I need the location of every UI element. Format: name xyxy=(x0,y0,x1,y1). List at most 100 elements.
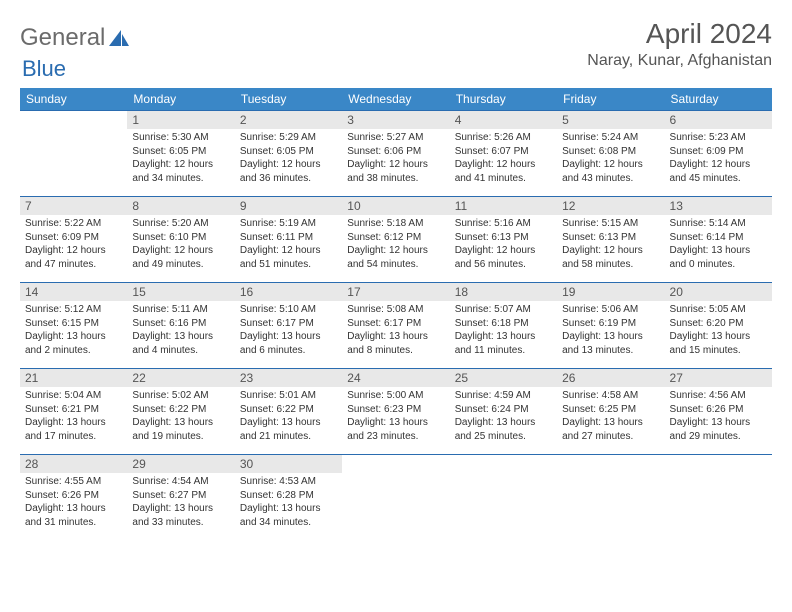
day-cell: 9Sunrise: 5:19 AMSunset: 6:11 PMDaylight… xyxy=(235,197,342,283)
day-cell: 14Sunrise: 5:12 AMSunset: 6:15 PMDayligh… xyxy=(20,283,127,369)
day-header: Sunday xyxy=(20,88,127,111)
logo-text-blue: Blue xyxy=(22,56,66,81)
day-number: 6 xyxy=(665,111,772,129)
day-details: Sunrise: 5:05 AMSunset: 6:20 PMDaylight:… xyxy=(665,301,772,359)
day-number: 11 xyxy=(450,197,557,215)
day-cell: 3Sunrise: 5:27 AMSunset: 6:06 PMDaylight… xyxy=(342,111,449,197)
day-details: Sunrise: 4:59 AMSunset: 6:24 PMDaylight:… xyxy=(450,387,557,445)
week-row: 1Sunrise: 5:30 AMSunset: 6:05 PMDaylight… xyxy=(20,111,772,197)
day-details: Sunrise: 5:18 AMSunset: 6:12 PMDaylight:… xyxy=(342,215,449,273)
day-number: 8 xyxy=(127,197,234,215)
day-details: Sunrise: 5:16 AMSunset: 6:13 PMDaylight:… xyxy=(450,215,557,273)
day-cell: 25Sunrise: 4:59 AMSunset: 6:24 PMDayligh… xyxy=(450,369,557,455)
day-details: Sunrise: 5:12 AMSunset: 6:15 PMDaylight:… xyxy=(20,301,127,359)
day-details: Sunrise: 5:27 AMSunset: 6:06 PMDaylight:… xyxy=(342,129,449,187)
day-number: 14 xyxy=(20,283,127,301)
day-details: Sunrise: 5:04 AMSunset: 6:21 PMDaylight:… xyxy=(20,387,127,445)
day-cell: 4Sunrise: 5:26 AMSunset: 6:07 PMDaylight… xyxy=(450,111,557,197)
day-cell: 10Sunrise: 5:18 AMSunset: 6:12 PMDayligh… xyxy=(342,197,449,283)
day-header: Monday xyxy=(127,88,234,111)
week-row: 28Sunrise: 4:55 AMSunset: 6:26 PMDayligh… xyxy=(20,455,772,541)
day-number: 26 xyxy=(557,369,664,387)
logo-text-general: General xyxy=(20,24,105,52)
day-header: Wednesday xyxy=(342,88,449,111)
day-number: 9 xyxy=(235,197,342,215)
day-cell: 15Sunrise: 5:11 AMSunset: 6:16 PMDayligh… xyxy=(127,283,234,369)
day-details: Sunrise: 4:56 AMSunset: 6:26 PMDaylight:… xyxy=(665,387,772,445)
location-text: Naray, Kunar, Afghanistan xyxy=(587,52,772,70)
day-details: Sunrise: 5:01 AMSunset: 6:22 PMDaylight:… xyxy=(235,387,342,445)
day-cell: 5Sunrise: 5:24 AMSunset: 6:08 PMDaylight… xyxy=(557,111,664,197)
week-row: 21Sunrise: 5:04 AMSunset: 6:21 PMDayligh… xyxy=(20,369,772,455)
day-details: Sunrise: 4:54 AMSunset: 6:27 PMDaylight:… xyxy=(127,473,234,531)
day-cell: 19Sunrise: 5:06 AMSunset: 6:19 PMDayligh… xyxy=(557,283,664,369)
day-cell: 1Sunrise: 5:30 AMSunset: 6:05 PMDaylight… xyxy=(127,111,234,197)
day-cell: 12Sunrise: 5:15 AMSunset: 6:13 PMDayligh… xyxy=(557,197,664,283)
day-cell: 26Sunrise: 4:58 AMSunset: 6:25 PMDayligh… xyxy=(557,369,664,455)
day-details: Sunrise: 5:23 AMSunset: 6:09 PMDaylight:… xyxy=(665,129,772,187)
calendar-table: SundayMondayTuesdayWednesdayThursdayFrid… xyxy=(20,88,772,541)
day-number: 23 xyxy=(235,369,342,387)
title-block: April 2024 Naray, Kunar, Afghanistan xyxy=(587,18,772,70)
day-cell: 16Sunrise: 5:10 AMSunset: 6:17 PMDayligh… xyxy=(235,283,342,369)
day-number: 29 xyxy=(127,455,234,473)
day-details: Sunrise: 5:14 AMSunset: 6:14 PMDaylight:… xyxy=(665,215,772,273)
day-details: Sunrise: 5:24 AMSunset: 6:08 PMDaylight:… xyxy=(557,129,664,187)
day-number: 3 xyxy=(342,111,449,129)
day-details: Sunrise: 4:58 AMSunset: 6:25 PMDaylight:… xyxy=(557,387,664,445)
day-number: 16 xyxy=(235,283,342,301)
day-cell: 24Sunrise: 5:00 AMSunset: 6:23 PMDayligh… xyxy=(342,369,449,455)
day-number: 5 xyxy=(557,111,664,129)
day-header-row: SundayMondayTuesdayWednesdayThursdayFrid… xyxy=(20,88,772,111)
day-details: Sunrise: 5:07 AMSunset: 6:18 PMDaylight:… xyxy=(450,301,557,359)
week-row: 14Sunrise: 5:12 AMSunset: 6:15 PMDayligh… xyxy=(20,283,772,369)
day-cell xyxy=(557,455,664,541)
logo: General xyxy=(20,24,133,52)
day-cell: 29Sunrise: 4:54 AMSunset: 6:27 PMDayligh… xyxy=(127,455,234,541)
day-details: Sunrise: 5:29 AMSunset: 6:05 PMDaylight:… xyxy=(235,129,342,187)
day-number: 7 xyxy=(20,197,127,215)
day-cell: 23Sunrise: 5:01 AMSunset: 6:22 PMDayligh… xyxy=(235,369,342,455)
day-cell: 17Sunrise: 5:08 AMSunset: 6:17 PMDayligh… xyxy=(342,283,449,369)
day-number: 1 xyxy=(127,111,234,129)
day-number: 25 xyxy=(450,369,557,387)
day-details: Sunrise: 5:10 AMSunset: 6:17 PMDaylight:… xyxy=(235,301,342,359)
day-number: 19 xyxy=(557,283,664,301)
day-details: Sunrise: 5:11 AMSunset: 6:16 PMDaylight:… xyxy=(127,301,234,359)
day-details: Sunrise: 4:55 AMSunset: 6:26 PMDaylight:… xyxy=(20,473,127,531)
day-cell: 27Sunrise: 4:56 AMSunset: 6:26 PMDayligh… xyxy=(665,369,772,455)
logo-sail-icon xyxy=(107,28,131,48)
calendar-body: 1Sunrise: 5:30 AMSunset: 6:05 PMDaylight… xyxy=(20,111,772,541)
month-title: April 2024 xyxy=(587,18,772,50)
day-details: Sunrise: 4:53 AMSunset: 6:28 PMDaylight:… xyxy=(235,473,342,531)
day-number: 13 xyxy=(665,197,772,215)
day-cell: 18Sunrise: 5:07 AMSunset: 6:18 PMDayligh… xyxy=(450,283,557,369)
day-cell: 6Sunrise: 5:23 AMSunset: 6:09 PMDaylight… xyxy=(665,111,772,197)
day-cell: 2Sunrise: 5:29 AMSunset: 6:05 PMDaylight… xyxy=(235,111,342,197)
day-number: 21 xyxy=(20,369,127,387)
day-header: Tuesday xyxy=(235,88,342,111)
day-details: Sunrise: 5:00 AMSunset: 6:23 PMDaylight:… xyxy=(342,387,449,445)
day-header: Saturday xyxy=(665,88,772,111)
day-cell: 22Sunrise: 5:02 AMSunset: 6:22 PMDayligh… xyxy=(127,369,234,455)
day-number: 17 xyxy=(342,283,449,301)
day-details: Sunrise: 5:08 AMSunset: 6:17 PMDaylight:… xyxy=(342,301,449,359)
day-cell: 8Sunrise: 5:20 AMSunset: 6:10 PMDaylight… xyxy=(127,197,234,283)
day-cell xyxy=(342,455,449,541)
day-number: 22 xyxy=(127,369,234,387)
day-number: 27 xyxy=(665,369,772,387)
day-details: Sunrise: 5:06 AMSunset: 6:19 PMDaylight:… xyxy=(557,301,664,359)
day-number: 18 xyxy=(450,283,557,301)
day-details: Sunrise: 5:15 AMSunset: 6:13 PMDaylight:… xyxy=(557,215,664,273)
day-number: 12 xyxy=(557,197,664,215)
day-cell xyxy=(20,111,127,197)
day-details: Sunrise: 5:20 AMSunset: 6:10 PMDaylight:… xyxy=(127,215,234,273)
day-number: 30 xyxy=(235,455,342,473)
day-header: Thursday xyxy=(450,88,557,111)
day-number: 20 xyxy=(665,283,772,301)
day-cell: 28Sunrise: 4:55 AMSunset: 6:26 PMDayligh… xyxy=(20,455,127,541)
day-details: Sunrise: 5:22 AMSunset: 6:09 PMDaylight:… xyxy=(20,215,127,273)
day-number: 24 xyxy=(342,369,449,387)
day-details: Sunrise: 5:26 AMSunset: 6:07 PMDaylight:… xyxy=(450,129,557,187)
day-cell: 21Sunrise: 5:04 AMSunset: 6:21 PMDayligh… xyxy=(20,369,127,455)
